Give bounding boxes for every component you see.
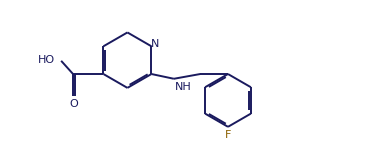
Text: HO: HO <box>38 55 55 65</box>
Text: NH: NH <box>175 82 192 92</box>
Text: F: F <box>225 130 231 140</box>
Text: N: N <box>151 39 159 49</box>
Text: O: O <box>70 99 79 109</box>
